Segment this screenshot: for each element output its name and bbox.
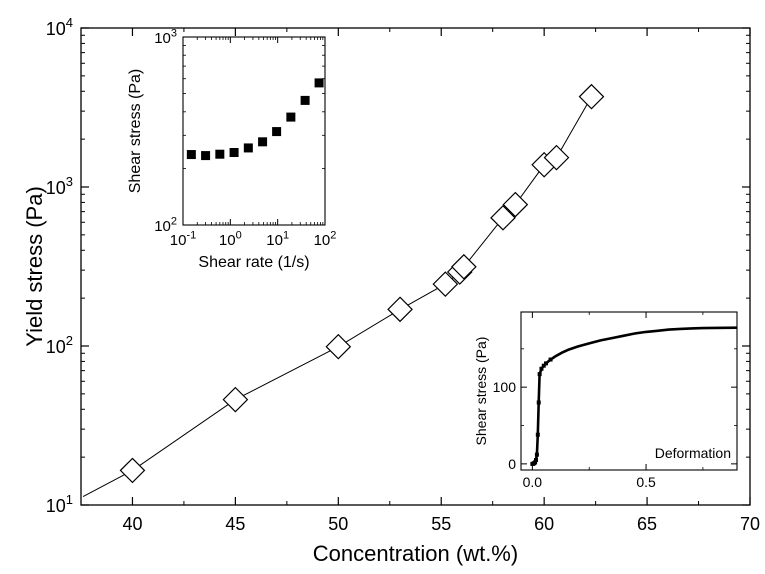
inset1-x-tick-label: 100 (219, 229, 242, 249)
main-data-point (578, 83, 605, 110)
inset2-annotation: Deformation (655, 445, 731, 461)
main-x-tick-label: 70 (740, 514, 760, 534)
inset1-x-tick-label-exp: 1 (283, 229, 289, 241)
inset1-x-axis-title: Shear rate (1/s) (198, 254, 309, 271)
inset1-x-tick-label-exp: 2 (330, 229, 336, 241)
inset2-data-point (541, 363, 546, 368)
main-y-tick-label-exp: 4 (66, 15, 73, 30)
inset1-data-point (243, 143, 253, 153)
inset1-data-point (300, 95, 310, 105)
inset1-y-tick-label: 102 (154, 215, 177, 235)
main-y-axis-title: Yield stress (Pa) (22, 186, 47, 347)
inset2-y-tick-label: 0 (508, 456, 516, 472)
main-data-point (387, 296, 413, 323)
inset1-y-tick-label-base: 10 (154, 30, 171, 47)
inset2-data-point (533, 460, 538, 465)
inset1-y-tick-label-exp: 2 (171, 215, 177, 227)
inset2-data-point (537, 372, 542, 377)
inset1-x-tick-label-base: 10 (266, 232, 283, 249)
main-y-tick-label-base: 10 (46, 496, 66, 516)
main-data-point (451, 253, 477, 280)
main-x-tick-label: 45 (225, 514, 245, 534)
main-data-point (432, 271, 459, 297)
main-y-tick-label-exp: 3 (66, 174, 73, 189)
main-y-tick-label-base: 10 (46, 178, 66, 198)
inset1-plot-frame (182, 36, 326, 226)
inset1-data-point (314, 78, 324, 88)
inset2-data-point (534, 452, 539, 457)
inset1-x-tick-label-base: 10 (219, 232, 236, 249)
inset2-data-point (548, 357, 553, 362)
inset1-data-point (286, 112, 296, 122)
inset1-x-tick-label-exp: 0 (236, 229, 242, 241)
main-y-tick-label: 104 (46, 15, 73, 39)
main-x-tick-label: 65 (637, 514, 657, 534)
inset1-x-tick-label-exp: -1 (186, 229, 196, 241)
inset2-plot-frame (520, 311, 738, 471)
main-data-point (119, 457, 146, 484)
main-y-tick-label-exp: 2 (66, 333, 73, 348)
inset1-y-tick-label-base: 10 (154, 218, 171, 235)
inset1-data-point (258, 137, 268, 147)
main-data-point (325, 333, 352, 360)
inset1-x-tick-label-base: 10 (170, 232, 187, 249)
main-y-tick-label: 101 (46, 492, 73, 516)
inset1-data-point (272, 127, 282, 137)
inset1-x-tick-label-base: 10 (314, 232, 331, 249)
main-data-point (543, 144, 570, 171)
inset2-data-point (534, 458, 539, 463)
main-y-tick-label: 102 (46, 333, 73, 357)
inset1-data-point (229, 148, 239, 158)
main-y-tick-label-exp: 1 (66, 492, 73, 507)
main-data-point (490, 204, 516, 231)
inset1-y-tick-label: 103 (154, 27, 177, 47)
main-x-tick-label: 55 (431, 514, 451, 534)
main-data-point (502, 191, 529, 218)
inset2-y-axis-title: Shear stress (Pa) (473, 337, 489, 446)
inset1-data-point (201, 151, 211, 161)
inset2-data-point (535, 432, 540, 437)
inset1-y-tick-label-exp: 3 (171, 27, 177, 39)
main-y-tick-label-base: 10 (46, 337, 66, 357)
main-series-line (82, 96, 592, 498)
inset2-y-tick-label: 100 (493, 379, 517, 395)
inset2-data-point (544, 361, 549, 366)
main-y-tick-label-base: 10 (46, 19, 66, 39)
inset1-x-tick-label: 102 (314, 229, 337, 249)
main-x-axis-title: Concentration (wt.%) (313, 541, 518, 566)
inset1-data-point (215, 149, 225, 159)
main-y-tick-label: 103 (46, 174, 73, 198)
main-x-tick-label: 50 (328, 514, 348, 534)
inset2-data-point (539, 366, 544, 371)
main-x-tick-label: 40 (122, 514, 142, 534)
inset1-data-point (186, 150, 196, 160)
inset1-x-tick-label: 101 (266, 229, 289, 249)
main-data-point (222, 386, 249, 413)
inset1-x-tick-label: 10-1 (170, 229, 196, 249)
inset2-x-tick-label: 0.0 (523, 474, 543, 490)
main-x-tick-label: 60 (534, 514, 554, 534)
inset2-data-point (536, 400, 541, 405)
inset2-x-tick-label: 0.5 (636, 474, 656, 490)
main-plot-frame (80, 27, 751, 506)
inset1-y-axis-title: Shear stress (Pa) (127, 69, 144, 193)
